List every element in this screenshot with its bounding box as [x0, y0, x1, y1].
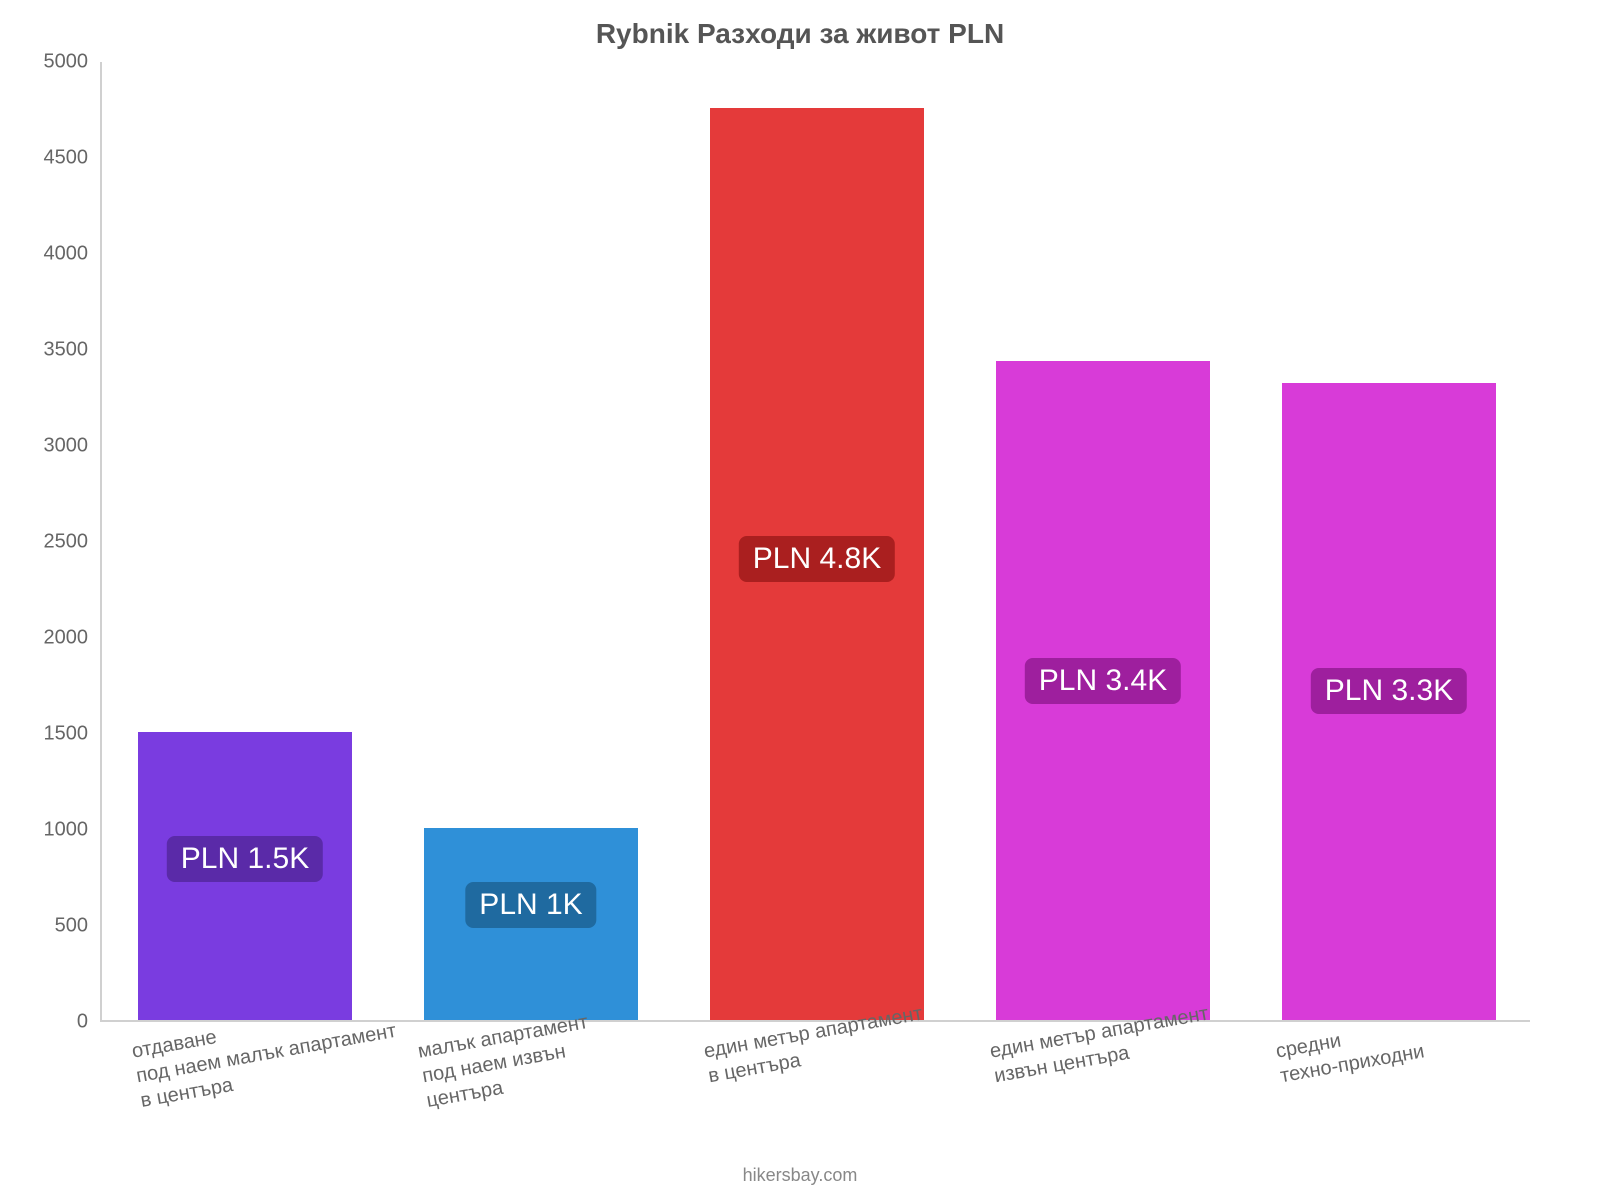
- bar-value-label: PLN 1.5K: [167, 836, 323, 882]
- y-tick-label: 1000: [0, 819, 88, 842]
- bar-value-label: PLN 4.8K: [739, 536, 895, 582]
- chart-title: Rybnik Разходи за живот PLN: [0, 18, 1600, 50]
- y-tick-label: 3500: [0, 339, 88, 362]
- y-tick-label: 2000: [0, 627, 88, 650]
- y-tick-label: 500: [0, 915, 88, 938]
- plot-area: PLN 1.5K PLN 1K PLN 4.8K PLN 3.4K PLN 3.3K: [100, 62, 1530, 1022]
- y-tick-label: 0: [0, 1011, 88, 1034]
- bar-value-label: PLN 3.4K: [1025, 658, 1181, 704]
- y-tick-label: 3000: [0, 435, 88, 458]
- y-tick-label: 5000: [0, 51, 88, 74]
- y-tick-label: 4000: [0, 243, 88, 266]
- bar-value-label: PLN 1K: [465, 882, 596, 928]
- y-tick-label: 1500: [0, 723, 88, 746]
- chart-container: Rybnik Разходи за живот PLN PLN 1.5KPLN …: [0, 0, 1600, 1200]
- y-tick-label: 2500: [0, 531, 88, 554]
- x-tick-label: малък апартамент под наем извън центъра: [416, 1010, 599, 1114]
- credit-text: hikersbay.com: [0, 1165, 1600, 1186]
- y-tick-label: 4500: [0, 147, 88, 170]
- x-tick-label: средни техно-приходни: [1274, 1015, 1426, 1090]
- bar-value-label: PLN 3.3K: [1311, 668, 1467, 714]
